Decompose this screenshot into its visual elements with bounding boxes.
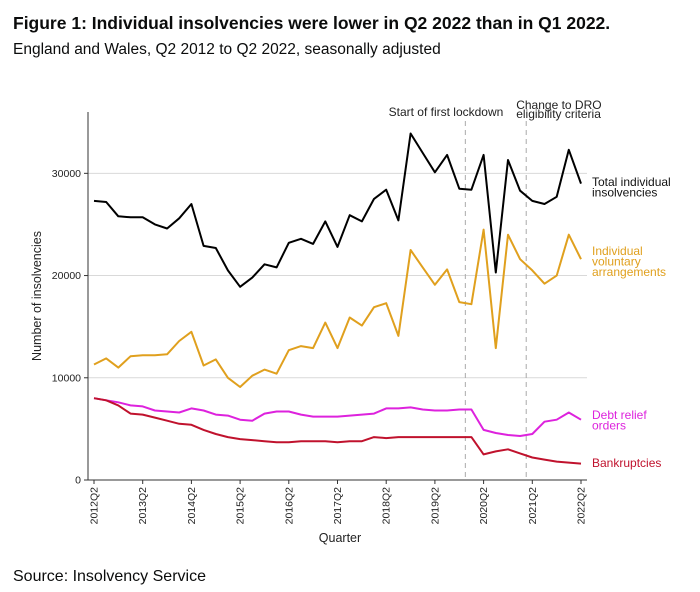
annotation-label-line: Change to DRO [516, 98, 601, 112]
series-end-label: Total individual insolvencies [592, 175, 671, 200]
x-tick-label: 2022Q2 [576, 487, 588, 525]
chart-title: Figure 1: Individual insolvencies were l… [13, 13, 611, 33]
x-tick-label: 2016Q2 [283, 487, 295, 525]
series-line [93, 397, 582, 437]
chart-subtitle: England and Wales, Q2 2012 to Q2 2022, s… [13, 41, 441, 58]
y-axis-label: Number of insolvencies [30, 231, 44, 361]
series-end-label: Debt relief orders [592, 408, 647, 433]
annotation-label-line: eligibility criteria [516, 107, 601, 121]
x-tick-label: 2017Q2 [332, 487, 344, 525]
series-label-line: orders [592, 419, 626, 433]
source-note: Source: Insolvency Service [13, 568, 206, 585]
x-axis-label: Quarter [319, 531, 361, 545]
x-tick-label: 2021Q2 [527, 487, 539, 525]
x-tick-label: 2020Q2 [478, 487, 490, 525]
annotation-label: Start of first lockdown [389, 105, 504, 119]
series-label-line: Total individual [592, 175, 671, 189]
y-tick-label: 30000 [52, 168, 81, 180]
series-line [93, 228, 582, 388]
series-label-line: Individual [592, 244, 643, 258]
series-label-line: Bankruptcies [592, 456, 661, 470]
x-tick-label: 2014Q2 [186, 487, 198, 525]
x-tick-label: 2019Q2 [429, 487, 441, 525]
x-tick-label: 2013Q2 [137, 487, 149, 525]
series-line [93, 397, 582, 465]
series-end-label: Bankruptcies [592, 456, 661, 470]
y-tick-label: 20000 [52, 270, 81, 282]
line-chart: 0 10000 20000 30000 2012Q2 2013Q2 2014Q2 2015Q2… [30, 98, 671, 545]
series-line [93, 132, 582, 288]
series-lines [93, 132, 582, 465]
axes: 0 10000 20000 30000 2012Q2 2013Q2 2014Q2 2015Q2… [52, 112, 588, 524]
series-label-line: arrangements [592, 265, 666, 279]
y-tick-label: 10000 [52, 372, 81, 384]
series-label-line: insolvencies [592, 186, 657, 200]
series-labels: Start of first lockdown Change to DRO elig… [389, 98, 671, 470]
annotation-label: Change to DRO eligibility criteria [516, 98, 601, 121]
x-tick-label: 2018Q2 [381, 487, 393, 525]
series-end-label: Individual voluntary arrangements [592, 244, 666, 279]
x-tick-label: 2015Q2 [235, 487, 247, 525]
annotation-lines [464, 121, 527, 480]
y-tick-label: 0 [75, 475, 81, 487]
series-label-line: voluntary [592, 255, 641, 269]
series-label-line: Debt relief [592, 408, 647, 422]
x-tick-label: 2012Q2 [89, 487, 101, 525]
